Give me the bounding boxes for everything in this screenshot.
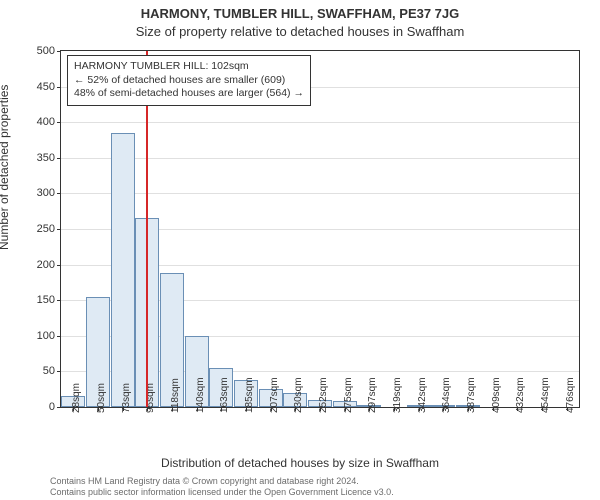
- xtick-label: 342sqm: [417, 377, 428, 413]
- xtick-label: 163sqm: [219, 377, 230, 413]
- xtick-label: 50sqm: [96, 383, 107, 413]
- xtick-label: 409sqm: [491, 377, 502, 413]
- ytick-label: 200: [37, 259, 61, 271]
- xtick-label: 118sqm: [170, 378, 181, 413]
- ytick-label: 0: [49, 401, 61, 413]
- title-main: HARMONY, TUMBLER HILL, SWAFFHAM, PE37 7J…: [0, 6, 600, 21]
- gridline: [61, 158, 579, 159]
- ytick-label: 250: [37, 223, 61, 235]
- footer-attribution: Contains HM Land Registry data © Crown c…: [50, 476, 590, 498]
- annotation-line2: ← 52% of detached houses are smaller (60…: [74, 74, 304, 88]
- xtick-label: 207sqm: [269, 377, 280, 413]
- footer-line1: Contains HM Land Registry data © Crown c…: [50, 476, 590, 487]
- xtick-label: 297sqm: [367, 377, 378, 413]
- xtick-label: 432sqm: [515, 377, 526, 413]
- plot-area: HARMONY TUMBLER HILL: 102sqm ← 52% of de…: [60, 50, 580, 408]
- xtick-label: 73sqm: [121, 383, 132, 413]
- ytick-label: 50: [43, 365, 61, 377]
- ytick-label: 350: [37, 152, 61, 164]
- x-axis-label: Distribution of detached houses by size …: [0, 456, 600, 470]
- xtick-label: 275sqm: [343, 377, 354, 413]
- footer-line2: Contains public sector information licen…: [50, 487, 590, 498]
- annotation-line3: 48% of semi-detached houses are larger (…: [74, 87, 304, 101]
- xtick-label: 252sqm: [318, 377, 329, 413]
- ytick-label: 400: [37, 116, 61, 128]
- y-axis-label: Number of detached properties: [0, 85, 11, 250]
- ytick-label: 150: [37, 294, 61, 306]
- annotation-box: HARMONY TUMBLER HILL: 102sqm ← 52% of de…: [67, 55, 311, 106]
- xtick-label: 387sqm: [466, 377, 477, 413]
- ytick-label: 450: [37, 81, 61, 93]
- ytick-label: 500: [37, 45, 61, 57]
- xtick-label: 230sqm: [293, 377, 304, 413]
- gridline: [61, 122, 579, 123]
- page-root: HARMONY, TUMBLER HILL, SWAFFHAM, PE37 7J…: [0, 0, 600, 500]
- xtick-label: 140sqm: [195, 377, 206, 413]
- annotation-line1: HARMONY TUMBLER HILL: 102sqm: [74, 60, 304, 74]
- gridline: [61, 193, 579, 194]
- xtick-label: 364sqm: [441, 377, 452, 413]
- xtick-label: 185sqm: [244, 377, 255, 413]
- xtick-label: 319sqm: [392, 377, 403, 413]
- ytick-label: 100: [37, 330, 61, 342]
- histogram-bar: [111, 133, 135, 407]
- xtick-label: 476sqm: [565, 377, 576, 413]
- title-sub: Size of property relative to detached ho…: [0, 24, 600, 39]
- xtick-label: 454sqm: [540, 377, 551, 413]
- xtick-label: 28sqm: [71, 383, 82, 413]
- ytick-label: 300: [37, 187, 61, 199]
